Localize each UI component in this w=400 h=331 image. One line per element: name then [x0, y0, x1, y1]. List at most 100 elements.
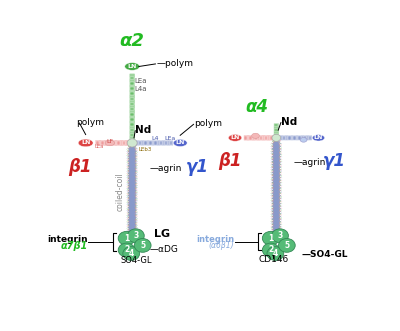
FancyBboxPatch shape	[298, 136, 301, 140]
FancyBboxPatch shape	[130, 129, 134, 131]
FancyBboxPatch shape	[244, 135, 276, 141]
Text: —agrin: —agrin	[293, 158, 326, 166]
Text: α7β1: α7β1	[60, 241, 88, 251]
Text: Nd: Nd	[135, 125, 152, 135]
Text: LN: LN	[314, 135, 323, 140]
FancyBboxPatch shape	[304, 136, 306, 140]
FancyBboxPatch shape	[130, 92, 134, 95]
Text: 5: 5	[284, 241, 290, 250]
Circle shape	[128, 229, 144, 243]
Circle shape	[118, 231, 135, 245]
FancyBboxPatch shape	[250, 136, 252, 140]
FancyBboxPatch shape	[130, 118, 134, 121]
FancyBboxPatch shape	[154, 141, 157, 145]
Text: LN: LN	[176, 140, 185, 145]
FancyBboxPatch shape	[244, 136, 247, 140]
Text: LEa: LEa	[95, 144, 104, 150]
Text: 3: 3	[277, 231, 283, 240]
Text: 2: 2	[124, 246, 129, 255]
FancyBboxPatch shape	[130, 139, 134, 142]
Text: Nd: Nd	[281, 117, 297, 127]
Text: α4: α4	[246, 98, 268, 116]
Text: γ1: γ1	[186, 158, 208, 176]
Text: polym: polym	[76, 118, 104, 127]
FancyBboxPatch shape	[133, 140, 173, 146]
Text: 3: 3	[133, 231, 138, 240]
Text: polym: polym	[194, 119, 222, 128]
FancyBboxPatch shape	[274, 124, 278, 126]
Circle shape	[134, 239, 151, 252]
Ellipse shape	[252, 133, 260, 138]
FancyBboxPatch shape	[130, 73, 135, 142]
Text: —αDG: —αDG	[149, 246, 178, 255]
Circle shape	[267, 247, 284, 260]
Text: β1: β1	[68, 158, 91, 176]
FancyBboxPatch shape	[122, 141, 125, 145]
FancyBboxPatch shape	[165, 141, 167, 145]
FancyBboxPatch shape	[283, 136, 285, 140]
Text: LN: LN	[230, 135, 240, 140]
FancyBboxPatch shape	[130, 108, 134, 111]
FancyBboxPatch shape	[293, 136, 296, 140]
Text: L4: L4	[152, 136, 159, 141]
FancyBboxPatch shape	[128, 141, 131, 145]
FancyBboxPatch shape	[130, 82, 134, 84]
FancyBboxPatch shape	[270, 136, 272, 140]
Circle shape	[127, 139, 137, 147]
Ellipse shape	[173, 139, 187, 147]
FancyBboxPatch shape	[130, 123, 134, 126]
Text: (α6β1): (α6β1)	[209, 241, 234, 250]
Text: 4: 4	[128, 249, 134, 258]
FancyBboxPatch shape	[277, 135, 312, 140]
Text: 2: 2	[268, 246, 273, 255]
Text: LEa: LEa	[164, 136, 176, 141]
FancyBboxPatch shape	[149, 141, 152, 145]
Circle shape	[118, 243, 135, 257]
Ellipse shape	[78, 139, 93, 147]
FancyBboxPatch shape	[278, 136, 280, 140]
Text: —SO4-GL: —SO4-GL	[302, 250, 348, 259]
FancyBboxPatch shape	[130, 87, 134, 90]
Circle shape	[272, 134, 281, 141]
Text: CD146: CD146	[258, 255, 288, 264]
FancyBboxPatch shape	[130, 77, 134, 79]
FancyBboxPatch shape	[274, 123, 279, 137]
Text: LEa: LEa	[134, 78, 146, 84]
FancyBboxPatch shape	[95, 140, 131, 146]
Text: —agrin: —agrin	[149, 164, 182, 173]
Text: 5: 5	[140, 241, 145, 250]
Text: LN: LN	[128, 64, 137, 69]
Text: LN: LN	[81, 140, 90, 145]
Text: β1: β1	[219, 152, 242, 170]
Circle shape	[272, 229, 288, 243]
FancyBboxPatch shape	[255, 136, 257, 140]
FancyBboxPatch shape	[106, 141, 109, 145]
FancyBboxPatch shape	[134, 141, 136, 145]
Ellipse shape	[105, 140, 114, 146]
Text: LF: LF	[106, 139, 113, 144]
Text: L4a: L4a	[134, 86, 146, 92]
FancyBboxPatch shape	[274, 134, 278, 137]
FancyBboxPatch shape	[117, 141, 120, 145]
Text: SO4-GL: SO4-GL	[120, 256, 152, 265]
FancyBboxPatch shape	[260, 136, 262, 140]
Text: 4: 4	[273, 249, 278, 258]
FancyBboxPatch shape	[170, 141, 172, 145]
Text: LG: LG	[154, 229, 170, 239]
Text: —polym: —polym	[156, 60, 193, 69]
FancyBboxPatch shape	[265, 136, 267, 140]
FancyBboxPatch shape	[96, 141, 98, 145]
Text: 1: 1	[124, 234, 129, 243]
FancyBboxPatch shape	[274, 129, 278, 131]
FancyBboxPatch shape	[139, 141, 142, 145]
Text: coiled-coil: coiled-coil	[116, 172, 125, 211]
Text: LEb3: LEb3	[138, 147, 152, 152]
Circle shape	[123, 247, 140, 260]
FancyBboxPatch shape	[130, 134, 134, 136]
FancyBboxPatch shape	[160, 141, 162, 145]
FancyBboxPatch shape	[112, 141, 114, 145]
FancyBboxPatch shape	[130, 113, 134, 116]
FancyBboxPatch shape	[130, 98, 134, 100]
Ellipse shape	[125, 63, 140, 70]
FancyBboxPatch shape	[144, 141, 147, 145]
